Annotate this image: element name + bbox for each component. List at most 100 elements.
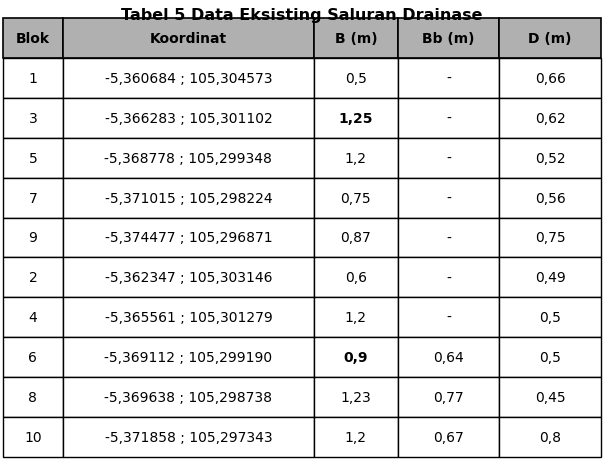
Text: -: - — [446, 191, 451, 205]
Text: -5,374477 ; 105,296871: -5,374477 ; 105,296871 — [104, 231, 272, 245]
Text: 8: 8 — [28, 390, 37, 404]
Bar — [500, 99, 601, 139]
Bar — [63, 218, 314, 258]
Text: 0,49: 0,49 — [535, 271, 565, 285]
Bar — [397, 99, 500, 139]
Bar — [500, 139, 601, 178]
Bar — [397, 337, 500, 377]
Bar — [500, 337, 601, 377]
Bar — [397, 19, 500, 59]
Bar — [63, 99, 314, 139]
Bar — [314, 337, 397, 377]
Text: 0,66: 0,66 — [535, 72, 565, 86]
Text: -5,371858 ; 105,297343: -5,371858 ; 105,297343 — [104, 430, 272, 444]
Text: -5,371015 ; 105,298224: -5,371015 ; 105,298224 — [104, 191, 272, 205]
Text: -5,369112 ; 105,299190: -5,369112 ; 105,299190 — [104, 351, 272, 364]
Bar — [500, 298, 601, 337]
Text: 1,25: 1,25 — [339, 112, 373, 125]
Bar — [63, 298, 314, 337]
Text: 0,87: 0,87 — [341, 231, 371, 245]
Bar — [500, 218, 601, 258]
Bar — [63, 19, 314, 59]
Bar — [314, 417, 397, 457]
Bar — [397, 377, 500, 417]
Text: 1,2: 1,2 — [345, 311, 367, 325]
Bar — [314, 377, 397, 417]
Text: 1: 1 — [28, 72, 37, 86]
Text: B (m): B (m) — [335, 32, 377, 46]
Text: 0,75: 0,75 — [535, 231, 565, 245]
Bar — [500, 59, 601, 99]
Text: 0,64: 0,64 — [433, 351, 464, 364]
Bar — [500, 417, 601, 457]
Text: 0,5: 0,5 — [539, 311, 561, 325]
Bar — [397, 298, 500, 337]
Bar — [3, 139, 63, 178]
Text: -5,368778 ; 105,299348: -5,368778 ; 105,299348 — [104, 151, 272, 165]
Bar — [3, 258, 63, 298]
Bar — [3, 19, 63, 59]
Bar — [3, 59, 63, 99]
Text: 7: 7 — [28, 191, 37, 205]
Bar — [397, 417, 500, 457]
Text: -5,360684 ; 105,304573: -5,360684 ; 105,304573 — [104, 72, 272, 86]
Text: Koordinat: Koordinat — [150, 32, 227, 46]
Text: 1,2: 1,2 — [345, 151, 367, 165]
Text: 0,45: 0,45 — [535, 390, 565, 404]
Text: D (m): D (m) — [528, 32, 572, 46]
Text: 6: 6 — [28, 351, 37, 364]
Bar — [63, 178, 314, 218]
Bar — [314, 99, 397, 139]
Text: 5: 5 — [28, 151, 37, 165]
Bar — [500, 258, 601, 298]
Text: 0,6: 0,6 — [345, 271, 367, 285]
Bar — [3, 417, 63, 457]
Bar — [63, 258, 314, 298]
Text: 0,62: 0,62 — [535, 112, 565, 125]
Bar — [314, 258, 397, 298]
Text: Bb (m): Bb (m) — [422, 32, 475, 46]
Text: -: - — [446, 311, 451, 325]
Bar — [3, 99, 63, 139]
Text: 0,75: 0,75 — [341, 191, 371, 205]
Bar — [314, 19, 397, 59]
Bar — [3, 298, 63, 337]
Bar — [314, 59, 397, 99]
Text: 0,9: 0,9 — [344, 351, 368, 364]
Text: 2: 2 — [28, 271, 37, 285]
Bar — [314, 139, 397, 178]
Bar — [3, 178, 63, 218]
Text: 0,52: 0,52 — [535, 151, 565, 165]
Text: 1,2: 1,2 — [345, 430, 367, 444]
Text: 0,8: 0,8 — [539, 430, 561, 444]
Text: -: - — [446, 271, 451, 285]
Text: 0,67: 0,67 — [433, 430, 464, 444]
Text: 4: 4 — [28, 311, 37, 325]
Text: 10: 10 — [24, 430, 42, 444]
Text: -: - — [446, 112, 451, 125]
Bar — [63, 139, 314, 178]
Text: 3: 3 — [28, 112, 37, 125]
Bar — [397, 178, 500, 218]
Bar — [314, 298, 397, 337]
Text: Tabel 5 Data Eksisting Saluran Drainase: Tabel 5 Data Eksisting Saluran Drainase — [121, 8, 483, 23]
Bar — [397, 218, 500, 258]
Text: -5,366283 ; 105,301102: -5,366283 ; 105,301102 — [104, 112, 272, 125]
Bar — [3, 377, 63, 417]
Text: 0,5: 0,5 — [345, 72, 367, 86]
Bar — [63, 59, 314, 99]
Bar — [63, 337, 314, 377]
Text: 0,56: 0,56 — [535, 191, 565, 205]
Text: -5,369638 ; 105,298738: -5,369638 ; 105,298738 — [104, 390, 272, 404]
Text: 9: 9 — [28, 231, 37, 245]
Bar — [314, 218, 397, 258]
Bar — [397, 258, 500, 298]
Bar — [500, 19, 601, 59]
Bar — [63, 417, 314, 457]
Bar — [397, 59, 500, 99]
Bar — [314, 178, 397, 218]
Text: 0,5: 0,5 — [539, 351, 561, 364]
Bar — [3, 337, 63, 377]
Bar — [500, 178, 601, 218]
Text: -: - — [446, 231, 451, 245]
